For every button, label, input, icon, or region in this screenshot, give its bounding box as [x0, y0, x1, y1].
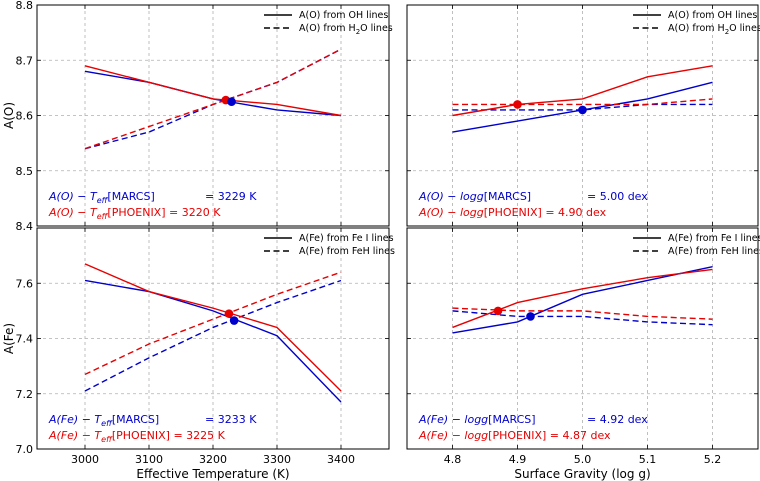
point-marcs	[578, 105, 587, 115]
annotation-marcs: A(Fe) − logg[MARCS] = 4.92 dex	[418, 413, 648, 426]
x-axis-label: Surface Gravity (log g)	[514, 467, 650, 481]
point-phoenix	[224, 309, 234, 318]
annotation-marcs: A(O) − Teff[MARCS] = 3229 K	[48, 190, 257, 205]
x-tick-label: 3100	[135, 453, 163, 466]
annotation-marcs: A(O) − logg[MARCS] = 5.00 dex	[418, 190, 648, 203]
x-tick-label: 4.8	[444, 453, 462, 466]
series-line-phoenix-solid	[84, 65, 342, 117]
point-phoenix	[513, 100, 522, 109]
series-line-marcs-solid	[452, 265, 713, 334]
legend: A(Fe) from Fe I lines A(Fe) from FeH line…	[633, 233, 760, 257]
series-line-phoenix-dashed	[84, 48, 342, 150]
x-tick-label: 3300	[263, 453, 291, 466]
y-tick-label: 8.6	[16, 110, 34, 123]
plot-frame	[406, 227, 759, 450]
series-line-phoenix-solid	[452, 65, 713, 117]
panel-bottom-right: 4.8 4.9 5.0 5.1 5.2 Surface Gravity (log g) A(…	[406, 227, 760, 481]
legend-entry: A(Fe) from Fe I lines	[299, 233, 394, 244]
legend: A(O) from OH lines A(O) from H2O lines	[633, 10, 760, 36]
x-tick-label: 5.2	[704, 453, 722, 466]
y-tick-label: 8.7	[16, 54, 34, 67]
y-tick-label: 7.2	[16, 388, 34, 401]
plot-frame	[406, 4, 759, 227]
x-tick-label: 3200	[199, 453, 227, 466]
panel-bottom-left: 7.0 7.2 7.4 7.6 3000 3100 3200 3300 3400 A(Fe) Eff…	[2, 227, 395, 481]
series-line-marcs-solid	[84, 279, 342, 403]
legend-entry: A(Fe) from FeH lines	[668, 246, 760, 257]
legend: A(O) from OH lines A(O) from H2O lines	[264, 10, 393, 36]
legend-entry: A(Fe) from FeH lines	[299, 246, 395, 257]
y-tick-label: 7.6	[16, 277, 34, 290]
panel-top-left: 8.48.58.68.78.8A(O)A(O) from OH linesA(O…	[2, 0, 393, 233]
annotation-phoenix: A(Fe) − logg[PHOENIX] = 4.87 dex	[418, 429, 611, 442]
x-tick-label: 3400	[327, 453, 355, 466]
y-axis-label: A(Fe)	[2, 323, 16, 354]
series-line-marcs-dashed	[84, 279, 342, 392]
y-axis-label: A(O)	[2, 102, 16, 129]
y-tick-label: 8.4	[16, 220, 34, 233]
y-tick-label: 8.8	[16, 0, 34, 12]
annotation-marcs: A(Fe) − Teff[MARCS] = 3233 K	[48, 413, 257, 428]
x-tick-label: 5.1	[639, 453, 657, 466]
legend-entry: A(Fe) from Fe I lines	[668, 233, 760, 244]
legend: A(Fe) from Fe I lines A(Fe) from FeH line…	[264, 233, 395, 257]
legend-entry: A(O) from H2O lines	[299, 23, 393, 36]
point-marcs	[229, 316, 239, 325]
legend-entry: A(O) from OH lines	[299, 10, 388, 21]
x-tick-label: 3000	[71, 453, 99, 466]
series-line-phoenix-solid	[84, 263, 342, 392]
point-marcs	[526, 312, 535, 321]
x-axis-label: Effective Temperature (K)	[136, 467, 289, 481]
legend-entry: A(O) from H2O lines	[668, 23, 760, 36]
y-tick-label: 8.5	[16, 165, 34, 178]
series-line-marcs-dashed	[452, 103, 713, 111]
y-tick-label: 7.0	[16, 443, 34, 456]
plot-frame	[36, 4, 390, 227]
point-phoenix	[493, 306, 503, 316]
y-tick-label: 7.4	[16, 333, 34, 346]
annotation-phoenix: A(O) − logg[PHOENIX] = 4.90 dex	[418, 206, 607, 219]
series-line-phoenix-dashed	[452, 98, 713, 106]
legend-entry: A(O) from OH lines	[668, 10, 757, 21]
annotation-phoenix: A(Fe) − Teff[PHOENIX] = 3225 K	[48, 429, 226, 444]
x-tick-label: 5.0	[574, 453, 592, 466]
x-tick-label: 4.9	[509, 453, 527, 466]
point-marcs	[227, 97, 236, 106]
series-line-phoenix-dashed	[84, 271, 342, 376]
plot-frame	[36, 227, 390, 450]
annotation-phoenix: A(O) − Teff[PHOENIX] = 3220 K	[48, 206, 221, 221]
